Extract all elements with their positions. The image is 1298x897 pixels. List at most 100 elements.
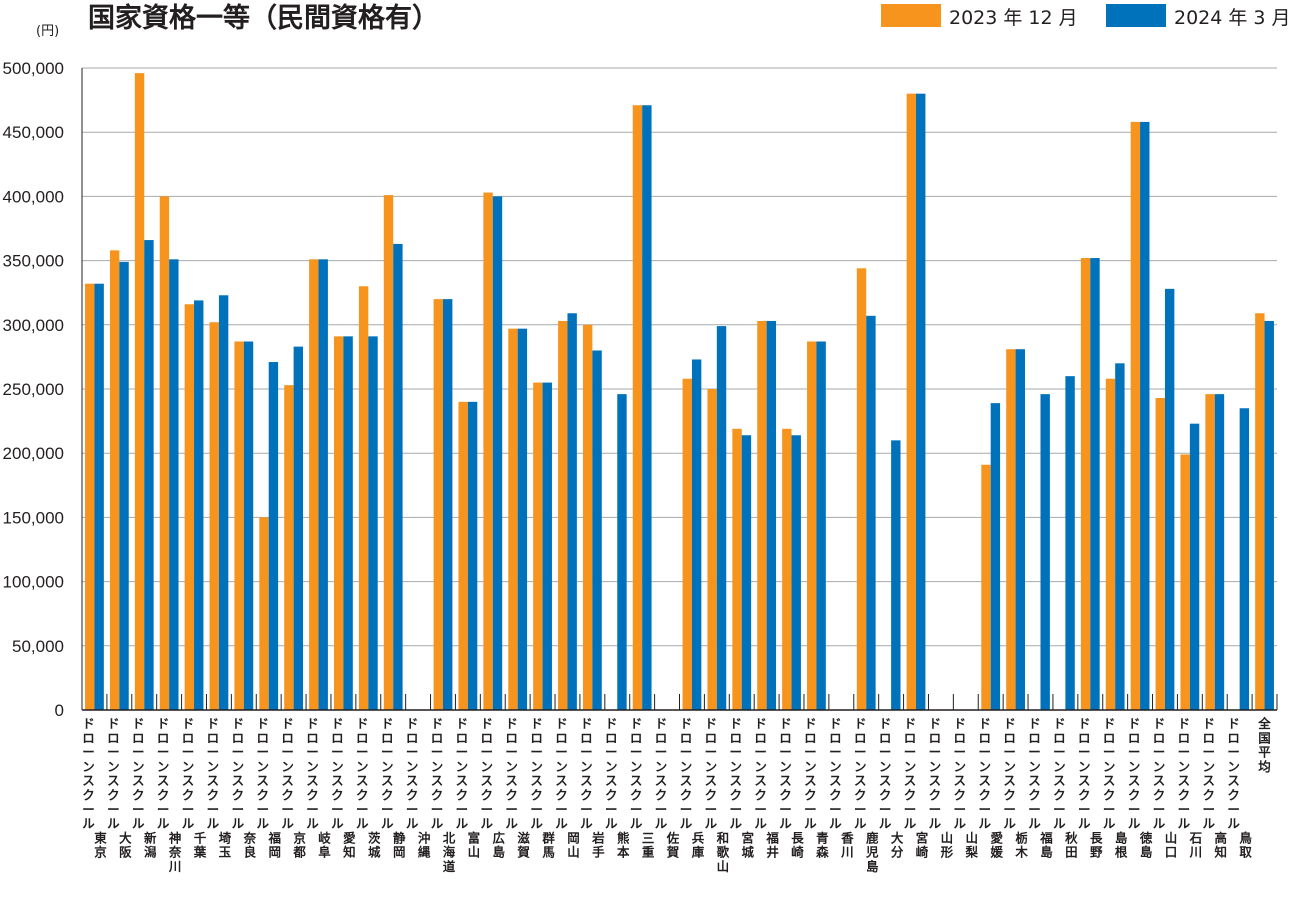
- bar-2024-03: [492, 196, 503, 710]
- bar-2024-03: [866, 315, 876, 710]
- y-tick-label: 200,000: [3, 444, 64, 463]
- bar-2024-03: [94, 283, 104, 710]
- x-tick-label: ドローンスクール佐賀: [655, 716, 680, 860]
- bar-2024-03: [368, 336, 378, 710]
- bar-2023-12: [807, 341, 817, 710]
- bar-2023-12: [732, 428, 742, 710]
- bar-2023-12: [234, 341, 244, 710]
- bar-2023-12: [109, 250, 120, 710]
- bar-2023-12: [358, 286, 369, 710]
- x-tick-label: ドローンスクール石川: [1178, 716, 1203, 860]
- bar-2023-12: [1180, 454, 1190, 710]
- bar-2023-12: [582, 324, 593, 710]
- bars: [85, 73, 1274, 711]
- chart-title: 国家資格一等（民間資格有）: [88, 2, 439, 34]
- y-tick-label: 400,000: [3, 187, 64, 206]
- bar-2024-03: [1239, 408, 1250, 710]
- bar-2024-03: [517, 328, 528, 710]
- x-tick-label: ドローンスクール福井: [754, 716, 779, 860]
- bar-2024-03: [318, 259, 328, 710]
- y-tick-label: 300,000: [3, 316, 64, 335]
- legend-label-2023-12: 2023 年 12 月: [949, 7, 1078, 29]
- bar-2024-03: [791, 435, 801, 710]
- y-tick-label: 500,000: [3, 59, 64, 78]
- legend-swatch-2024-03: [1106, 4, 1166, 27]
- bar-2024-03: [1090, 258, 1100, 710]
- bar-2023-12: [981, 464, 991, 710]
- bar-2024-03: [1214, 394, 1225, 710]
- bar-2024-03: [467, 401, 478, 710]
- bar-2024-03: [542, 382, 552, 710]
- x-tick-label: ドローンスクール熊本: [605, 716, 630, 860]
- bar-2023-12: [1205, 394, 1215, 710]
- x-axis-category-labels: ドローンスクール東京ドローンスクール大阪ドローンスクール新潟ドローンスクール神奈…: [82, 716, 1271, 874]
- x-tick-label: ドローンスクール北海道: [431, 716, 456, 874]
- x-tick-label: ドローンスクール千葉: [182, 716, 207, 860]
- y-tick-label: 150,000: [3, 508, 64, 527]
- bar-2023-12: [458, 401, 468, 710]
- bar-2024-03: [691, 359, 702, 710]
- x-tick-label: 全国平均: [1257, 716, 1271, 774]
- bar-2024-03: [766, 320, 777, 710]
- axes: [81, 68, 1278, 711]
- x-tick-label: ドローンスクール愛媛: [978, 716, 1003, 860]
- x-tick-label: ドローンスクール大阪: [107, 716, 132, 860]
- bar-2023-12: [1080, 258, 1091, 710]
- gridlines: [82, 67, 1277, 647]
- bar-2024-03: [990, 403, 1001, 710]
- bar-2023-12: [856, 268, 867, 710]
- y-axis-unit-label: (円): [36, 24, 59, 39]
- bar-2023-12: [1006, 349, 1016, 710]
- bar-2024-03: [194, 300, 204, 710]
- x-tick-label: ドローンスクール香川: [829, 716, 854, 860]
- x-tick-label: ドローンスクール奈良: [232, 716, 257, 860]
- x-tick-label: ドローンスクール東京: [82, 716, 107, 860]
- bar-2023-12: [757, 320, 767, 710]
- x-tick-label: ドローンスクール宮城: [729, 716, 754, 860]
- y-tick-label: 350,000: [3, 252, 64, 271]
- x-tick-label: ドローンスクール高知: [1203, 716, 1228, 860]
- bar-2024-03: [716, 326, 727, 710]
- bar-2023-12: [632, 105, 643, 710]
- bar-2023-12: [1105, 378, 1116, 710]
- bar-2024-03: [243, 341, 254, 710]
- legend: 2023 年 12 月 2024 年 3 月: [881, 4, 1291, 29]
- x-tick-label: ドローンスクール長野: [1078, 716, 1103, 860]
- bar-2023-12: [1130, 121, 1141, 711]
- x-tick-label: ドローンスクール福島: [1028, 716, 1053, 860]
- x-tick-label: ドローンスクール滋賀: [505, 716, 530, 860]
- bar-2024-03: [741, 435, 752, 710]
- bar-2023-12: [707, 389, 717, 710]
- bar-2024-03: [891, 440, 901, 710]
- bar-2024-03: [343, 336, 353, 710]
- bar-2024-03: [393, 243, 403, 710]
- bar-2024-03: [816, 341, 826, 710]
- x-tick-label: ドローンスクール福岡: [256, 716, 281, 860]
- x-tick-label: ドローンスクール栃木: [1003, 716, 1028, 860]
- bar-2024-03: [1140, 121, 1150, 711]
- bar-2023-12: [508, 328, 518, 710]
- x-tick-label: ドローンスクール岐阜: [306, 716, 331, 860]
- bar-2024-03: [1164, 288, 1175, 710]
- bar-2024-03: [442, 299, 453, 710]
- x-tick-label: ドローンスクール山形: [929, 716, 954, 860]
- x-tick-label: ドローンスクール三重: [630, 716, 655, 860]
- x-tick-label: ドローンスクール埼玉: [207, 716, 232, 860]
- y-tick-label: 50,000: [12, 637, 64, 656]
- bar-2023-12: [134, 73, 145, 711]
- bar-2024-03: [916, 93, 926, 711]
- x-tick-label: ドローンスクール沖縄: [406, 716, 431, 860]
- x-tick-label: ドローンスクール秋田: [1053, 716, 1078, 860]
- bar-2024-03: [617, 394, 627, 710]
- bar-2023-12: [533, 382, 543, 710]
- x-tick-label: ドローンスクール富山: [456, 716, 481, 860]
- legend-swatch-2023-12: [881, 4, 941, 27]
- bar-2023-12: [906, 93, 917, 711]
- bar-2024-03: [567, 313, 577, 710]
- bar-2023-12: [309, 259, 319, 710]
- bar-2024-03: [169, 259, 179, 710]
- x-tick-label: ドローンスクール広島: [481, 716, 506, 860]
- x-tick-label: ドローンスクール青森: [804, 716, 829, 860]
- x-tick-label: ドローンスクール神奈川: [157, 716, 182, 874]
